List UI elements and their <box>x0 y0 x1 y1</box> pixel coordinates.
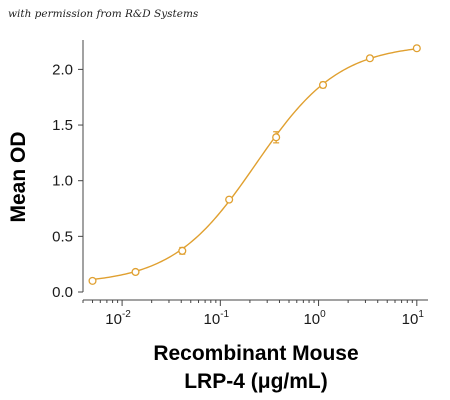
x-tick-label: 10-1 <box>204 309 230 328</box>
data-point <box>272 133 281 142</box>
fit-curve-layer <box>92 48 417 281</box>
x-tick-label: 101 <box>402 309 425 328</box>
y-axis-title: Mean OD <box>7 131 30 222</box>
data-point-group <box>131 267 140 277</box>
y-tick-label: 0.0 <box>52 284 73 301</box>
data-points-layer <box>88 44 421 285</box>
data-point <box>178 246 187 255</box>
y-tick-label: 1.5 <box>52 117 73 134</box>
data-point <box>88 276 97 285</box>
data-point <box>225 195 234 204</box>
x-tick-label: 10-2 <box>105 309 131 328</box>
y-tick-label: 2.0 <box>52 61 73 78</box>
data-point <box>131 267 140 277</box>
x-axis-title-line-1: Recombinant Mouse <box>153 342 358 365</box>
axes: 0.0 0.5 1.0 1.5 2.0 10-2 10-1 100 101 <box>52 40 428 328</box>
data-point-group <box>412 44 421 53</box>
x-axis-title-line-2: LRP-4 (μg/mL) <box>184 370 328 393</box>
data-point <box>318 80 328 90</box>
data-point-group <box>318 80 328 90</box>
fit-curve <box>92 48 417 281</box>
data-point-group <box>178 246 187 255</box>
data-point-group <box>225 195 234 204</box>
data-point-group <box>365 54 374 63</box>
permission-caption: with permission from R&D Systems <box>8 8 199 20</box>
data-point <box>412 44 421 53</box>
data-point <box>365 54 374 63</box>
y-tick-label: 1.0 <box>52 173 73 190</box>
data-point-group <box>272 131 281 144</box>
x-tick-label: 100 <box>303 309 326 328</box>
data-point-group <box>88 276 97 285</box>
y-tick-label: 0.5 <box>52 228 73 245</box>
